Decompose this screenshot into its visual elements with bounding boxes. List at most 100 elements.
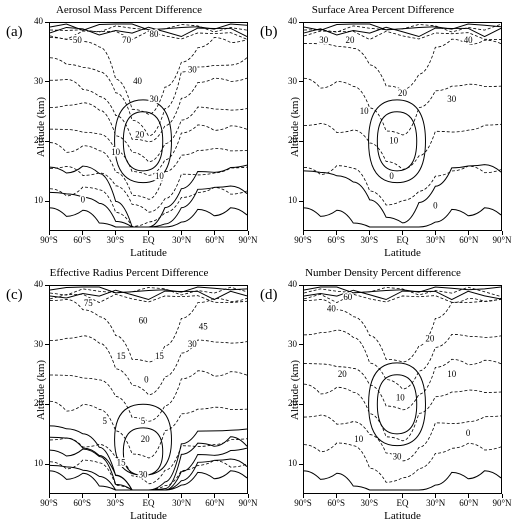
x-tick-label: 60°S: [322, 498, 350, 508]
y-tick-mark: [45, 404, 49, 405]
x-tick-label: 90°S: [289, 235, 317, 245]
contour-label: 30: [447, 94, 456, 104]
y-tick-mark: [299, 22, 303, 23]
contour-dashed: [304, 443, 501, 482]
y-tick-label: 10: [34, 195, 43, 205]
y-tick-mark: [299, 464, 303, 465]
x-tick-label: 30°N: [168, 498, 196, 508]
contour-label: 15: [155, 351, 164, 361]
y-tick-label: 10: [34, 458, 43, 468]
contour-svg: 301520550151530456075: [50, 286, 247, 493]
contour-dashed: [50, 336, 247, 395]
contour-label: 45: [199, 321, 208, 331]
contour-label: 40: [464, 35, 473, 45]
contour-label: 30: [150, 94, 159, 104]
y-tick-mark: [299, 141, 303, 142]
contour-label: 30: [393, 452, 402, 462]
contour-label: 30: [188, 339, 197, 349]
contour-label: 20: [398, 88, 407, 98]
x-tick-label: EQ: [389, 498, 417, 508]
y-tick-label: 40: [34, 279, 43, 289]
contour-label: 15: [117, 351, 126, 361]
contour-label: 30: [188, 64, 197, 74]
contour-dashed: [50, 401, 247, 458]
x-tick-label: EQ: [135, 235, 163, 245]
contour-solid: [304, 471, 501, 490]
x-tick-label: 30°S: [355, 235, 383, 245]
x-tick-label: 30°N: [168, 235, 196, 245]
y-tick-mark: [299, 344, 303, 345]
panel-tag: (c): [6, 287, 23, 304]
x-tick-label: 60°N: [455, 498, 483, 508]
contour-dashed: [304, 330, 501, 389]
contour-top: [50, 290, 247, 299]
y-tick-mark: [45, 285, 49, 286]
contour-label: 50: [73, 35, 82, 45]
contour-label: 30: [319, 35, 328, 45]
y-tick-mark: [45, 344, 49, 345]
contour-label: 0: [389, 171, 394, 181]
x-tick-label: 90°N: [488, 498, 512, 508]
x-tick-label: 90°S: [35, 498, 63, 508]
x-tick-label: 60°S: [68, 235, 96, 245]
contour-label: 10: [111, 147, 120, 157]
x-axis-label: Latitude: [49, 247, 248, 259]
panel-tag: (d): [260, 287, 278, 304]
figure-grid: Aerosol Mass Percent Difference(a)Altitu…: [0, 0, 512, 530]
x-tick-label: EQ: [135, 498, 163, 508]
x-tick-label: 60°S: [322, 235, 350, 245]
contour-label: 10: [354, 434, 363, 444]
contour-dashed: [50, 103, 247, 162]
y-tick-label: 30: [288, 76, 297, 86]
x-tick-label: EQ: [389, 235, 417, 245]
y-axis-label: Altitude (km): [35, 96, 47, 156]
y-tick-label: 20: [34, 398, 43, 408]
contour-label: 70: [122, 35, 131, 45]
contour-label: 20: [141, 434, 150, 444]
y-axis-label: Altitude (km): [289, 96, 301, 156]
x-tick-label: 60°S: [68, 498, 96, 508]
panel-title: Effective Radius Percent Difference: [4, 267, 254, 279]
panel-b: Surface Area Percent Difference(b)Altitu…: [258, 4, 508, 263]
y-tick-label: 20: [288, 135, 297, 145]
contour-label: 20: [346, 35, 355, 45]
y-tick-mark: [45, 22, 49, 23]
contour-dashed: [50, 78, 247, 142]
contour-solid: [304, 165, 501, 223]
x-tick-label: 30°S: [101, 498, 129, 508]
y-tick-mark: [45, 141, 49, 142]
x-tick-label: 30°N: [422, 235, 450, 245]
x-tick-label: 90°S: [35, 235, 63, 245]
contour-dashed: [304, 415, 501, 461]
y-tick-mark: [299, 285, 303, 286]
x-tick-label: 30°S: [101, 235, 129, 245]
y-tick-label: 40: [288, 279, 297, 289]
x-axis-label: Latitude: [303, 510, 502, 522]
panel-title: Number Density Percent difference: [258, 267, 508, 279]
contour-label: 0: [144, 375, 149, 385]
contour-top: [304, 24, 501, 30]
y-tick-label: 30: [288, 339, 297, 349]
contour-dashed: [50, 58, 247, 136]
x-tick-label: 90°N: [488, 235, 512, 245]
contour-dashed: [304, 124, 501, 170]
y-tick-mark: [45, 464, 49, 465]
x-tick-label: 60°N: [455, 235, 483, 245]
contour-label: 0: [433, 200, 438, 210]
y-tick-mark: [45, 201, 49, 202]
y-tick-label: 40: [288, 16, 297, 26]
panel-d: Number Density Percent difference(d)Alti…: [258, 267, 508, 526]
y-tick-mark: [45, 81, 49, 82]
plot-area: 0101020304050708030: [49, 22, 248, 231]
y-tick-mark: [299, 201, 303, 202]
contour-dashed: [304, 39, 501, 89]
contour-label: 20: [425, 333, 434, 343]
contour-label: 5: [102, 416, 107, 426]
contour-dashed: [304, 166, 501, 205]
contour-label: 60: [139, 316, 148, 326]
y-tick-mark: [299, 404, 303, 405]
contour-svg: 0101020304050708030: [50, 23, 247, 230]
panel-a: Aerosol Mass Percent Difference(a)Altitu…: [4, 4, 254, 263]
contour-label: 15: [117, 457, 126, 467]
contour-label: 10: [155, 171, 164, 181]
